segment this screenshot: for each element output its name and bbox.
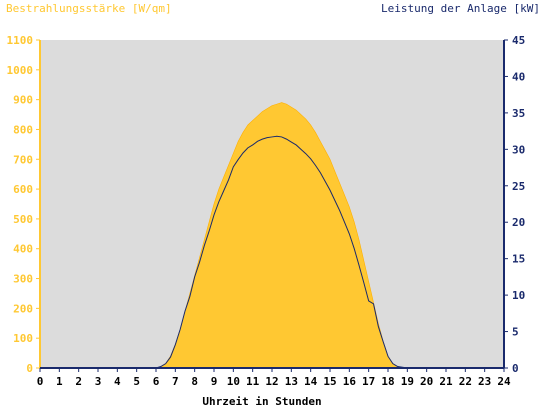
x-tick-label: 12 xyxy=(265,375,278,388)
x-tick-label: 8 xyxy=(191,375,198,388)
left-ticks: 0 100 200 300 400 500 600 700 800 900 1000 1100 xyxy=(7,34,40,375)
left-tick-label: 1000 xyxy=(7,64,34,77)
right-tick-label: 15 xyxy=(512,253,525,266)
x-tick-label: 0 xyxy=(37,375,44,388)
right-tick-label: 20 xyxy=(512,216,525,229)
x-axis-title: Uhrzeit in Stunden xyxy=(202,395,321,408)
left-tick-label: 800 xyxy=(13,123,33,136)
x-tick-label: 18 xyxy=(381,375,394,388)
x-tick-label: 1 xyxy=(56,375,63,388)
irradiance-area xyxy=(40,102,504,369)
x-tick-label: 6 xyxy=(153,375,160,388)
x-tick-label: 23 xyxy=(478,375,491,388)
x-tick-label: 2 xyxy=(75,375,82,388)
right-tick-label: 30 xyxy=(512,143,525,156)
x-tick-label: 5 xyxy=(133,375,140,388)
left-tick-label: 100 xyxy=(13,332,33,345)
x-tick-label: 11 xyxy=(246,375,260,388)
left-tick-label: 200 xyxy=(13,302,33,315)
right-tick-label: 5 xyxy=(512,326,519,339)
left-tick-label: 700 xyxy=(13,153,33,166)
x-tick-label: 9 xyxy=(211,375,218,388)
x-tick-label: 10 xyxy=(227,375,240,388)
left-tick-label: 1100 xyxy=(7,34,34,47)
left-axis-label: Bestrahlungsstärke [W/qm] xyxy=(6,2,172,15)
x-tick-label: 14 xyxy=(304,375,318,388)
x-tick-label: 21 xyxy=(439,375,453,388)
right-axis-label: Leistung der Anlage [kW] xyxy=(381,2,540,15)
x-ticks: 0 1 2 3 4 5 6 7 8 9 10 11 12 13 14 15 16 17 18 19 20 21 22 23 24 xyxy=(37,368,511,388)
x-tick-label: 24 xyxy=(497,375,511,388)
x-tick-label: 15 xyxy=(323,375,336,388)
x-tick-label: 16 xyxy=(343,375,357,388)
x-tick-label: 7 xyxy=(172,375,179,388)
left-tick-label: 500 xyxy=(13,213,33,226)
right-tick-label: 35 xyxy=(512,107,525,120)
x-tick-label: 17 xyxy=(362,375,375,388)
x-tick-label: 19 xyxy=(401,375,414,388)
right-tick-label: 0 xyxy=(512,362,519,375)
right-tick-label: 25 xyxy=(512,180,525,193)
left-tick-label: 400 xyxy=(13,243,33,256)
left-tick-label: 0 xyxy=(26,362,33,375)
power-line xyxy=(40,135,504,369)
left-tick-label: 600 xyxy=(13,183,33,196)
left-tick-label: 300 xyxy=(13,273,33,286)
left-tick-label: 900 xyxy=(13,94,33,107)
x-tick-label: 3 xyxy=(95,375,102,388)
x-tick-label: 22 xyxy=(459,375,472,388)
x-tick-label: 13 xyxy=(285,375,298,388)
right-tick-label: 10 xyxy=(512,289,525,302)
right-ticks: 0 5 10 15 20 25 30 35 40 45 xyxy=(504,34,525,375)
right-tick-label: 40 xyxy=(512,70,525,83)
x-tick-label: 20 xyxy=(420,375,433,388)
right-tick-label: 45 xyxy=(512,34,525,47)
x-tick-label: 4 xyxy=(114,375,121,388)
